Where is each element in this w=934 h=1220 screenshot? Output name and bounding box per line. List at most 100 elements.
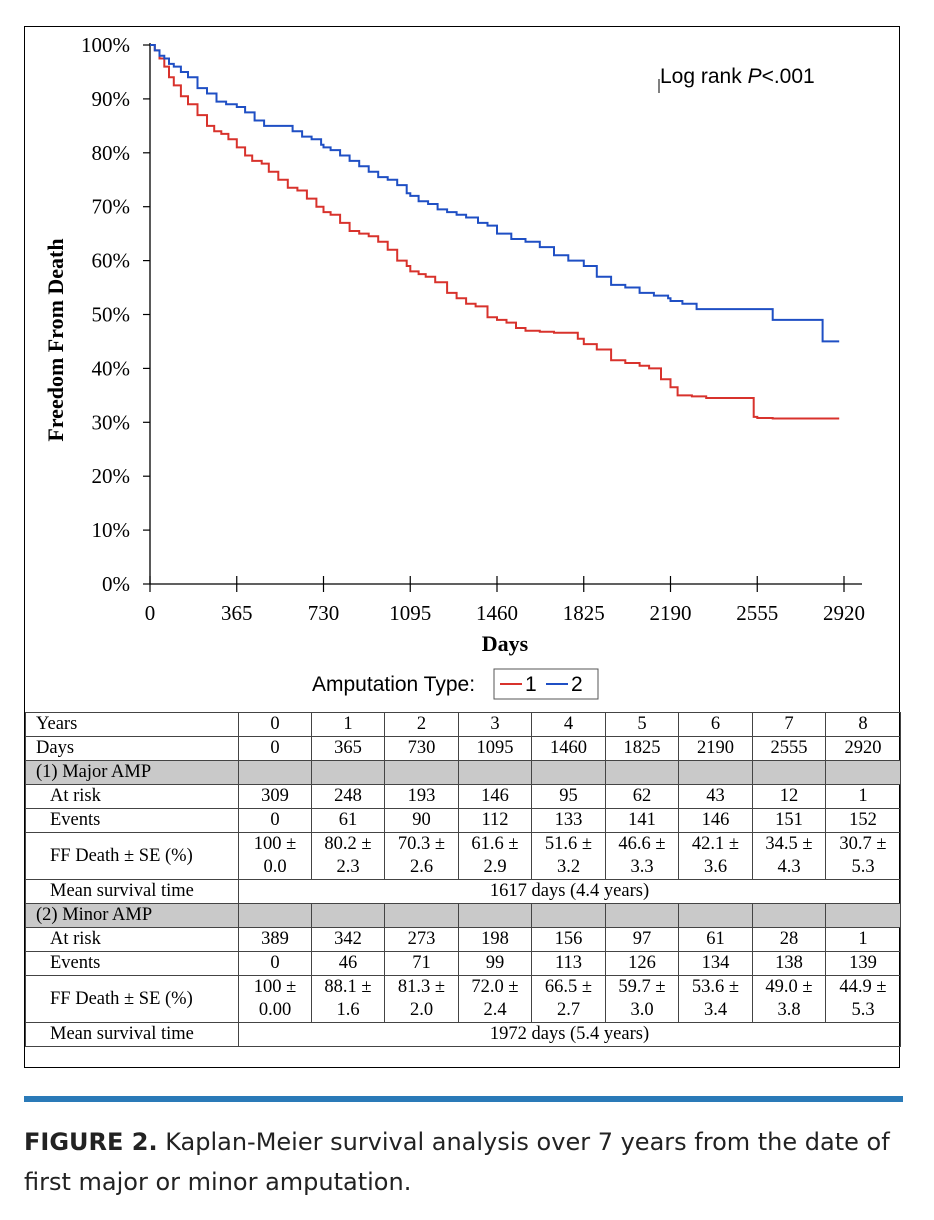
legend: Amputation Type: 1 2 bbox=[312, 668, 599, 700]
table-cell: 309 bbox=[238, 784, 312, 809]
mean-survival-row: Mean survival time 1617 days (4.4 years) bbox=[25, 879, 901, 904]
x-tick-label: 365 bbox=[221, 601, 253, 625]
table-cell: 95 bbox=[531, 784, 606, 809]
table-cell: 248 bbox=[311, 784, 385, 809]
table-cell: 53.6 ± 3.4 bbox=[678, 975, 753, 1023]
table-cell: 146 bbox=[458, 784, 532, 809]
x-tick-label: 1095 bbox=[389, 601, 431, 625]
risk-table: Years 0 1 2 3 4 5 6 7 8 Days 0 365 730 1095 1460 1825 219… bbox=[25, 712, 901, 1047]
table-cell: 90 bbox=[384, 808, 459, 833]
table-cell: 1460 bbox=[531, 736, 606, 761]
table-cell: 71 bbox=[384, 951, 459, 976]
table-cell: 2555 bbox=[752, 736, 826, 761]
ff-se: 5.3 bbox=[851, 1000, 875, 1020]
table-cell: 4 bbox=[531, 712, 606, 737]
table-cell bbox=[752, 903, 826, 928]
km-chart: 0% 10% 20% 30% 40% 50% 60% 70% 80% 90% 100% 0 365 730… bbox=[43, 33, 865, 700]
axes: 0% 10% 20% 30% 40% 50% 60% 70% 80% 90% 100% 0 365 730… bbox=[81, 33, 865, 625]
legend-entry-2: 2 bbox=[571, 673, 583, 696]
ff-se: 2.3 bbox=[336, 857, 360, 877]
table-cell bbox=[752, 760, 826, 785]
table-cell: 152 bbox=[825, 808, 901, 833]
table-cell: 62 bbox=[605, 784, 679, 809]
ff-value: 100 ± bbox=[253, 977, 297, 997]
table-cell: 273 bbox=[384, 927, 459, 952]
events-row: Events 0 46 71 99 113 126 134 138 139 bbox=[25, 951, 901, 976]
ff-value: 80.2 ± bbox=[324, 834, 372, 854]
row-label: At risk bbox=[25, 927, 239, 952]
table-cell: 59.7 ± 3.0 bbox=[605, 975, 679, 1023]
table-cell bbox=[458, 760, 532, 785]
x-axis-title: Days bbox=[482, 631, 529, 656]
ff-se: 3.8 bbox=[777, 1000, 801, 1020]
ff-value: 88.1 ± bbox=[324, 977, 372, 997]
table-cell: 70.3 ± 2.6 bbox=[384, 832, 459, 880]
ff-se: 3.6 bbox=[703, 857, 728, 877]
table-cell: 730 bbox=[384, 736, 459, 761]
annotation-italic: P bbox=[748, 65, 762, 88]
table-cell bbox=[605, 903, 679, 928]
y-tick-label: 50% bbox=[92, 303, 131, 327]
caption-text: Kaplan-Meier survival analysis over 7 ye… bbox=[24, 1128, 890, 1196]
ff-value: 34.5 ± bbox=[765, 834, 813, 854]
legend-title: Amputation Type: bbox=[312, 673, 475, 696]
table-cell: 7 bbox=[752, 712, 826, 737]
table-cell: 3 bbox=[458, 712, 532, 737]
table-cell: 66.5 ± 2.7 bbox=[531, 975, 606, 1023]
x-tick-label: 0 bbox=[145, 601, 156, 625]
table-cell: 30.7 ± 5.3 bbox=[825, 832, 901, 880]
table-cell: 139 bbox=[825, 951, 901, 976]
ff-se: 3.0 bbox=[630, 1000, 654, 1020]
table-cell: 44.9 ± 5.3 bbox=[825, 975, 901, 1023]
ff-se: 2.9 bbox=[483, 857, 507, 877]
table-cell: 1095 bbox=[458, 736, 532, 761]
days-row: Days 0 365 730 1095 1460 1825 2190 2555 2920 bbox=[25, 736, 901, 761]
table-cell: 34.5 ± 4.3 bbox=[752, 832, 826, 880]
table-cell bbox=[458, 903, 532, 928]
ff-se: 2.0 bbox=[409, 1000, 434, 1020]
ff-se: 2.6 bbox=[409, 857, 434, 877]
mean-survival-value: 1972 days (5.4 years) bbox=[238, 1022, 901, 1047]
table-cell: 61.6 ± 2.9 bbox=[458, 832, 532, 880]
table-cell: 46.6 ± 3.3 bbox=[605, 832, 679, 880]
table-cell: 389 bbox=[238, 927, 312, 952]
table-cell bbox=[384, 760, 459, 785]
ff-value: 70.3 ± bbox=[397, 834, 446, 854]
figure-caption: FIGURE 2. Kaplan-Meier survival analysis… bbox=[24, 1122, 914, 1202]
table-cell: 134 bbox=[678, 951, 753, 976]
figure-frame bbox=[24, 26, 900, 1068]
table-cell: 80.2 ± 2.3 bbox=[311, 832, 385, 880]
at-risk-row: At risk 309 248 193 146 95 62 43 12 1 bbox=[25, 784, 901, 809]
table-cell: 1825 bbox=[605, 736, 679, 761]
table-cell: 126 bbox=[605, 951, 679, 976]
row-label: At risk bbox=[25, 784, 239, 809]
table-cell: 88.1 ± 1.6 bbox=[311, 975, 385, 1023]
table-cell: 2920 bbox=[825, 736, 901, 761]
series-layer bbox=[150, 44, 840, 420]
ff-se: 4.3 bbox=[777, 857, 801, 877]
x-tick-label: 2190 bbox=[650, 601, 692, 625]
ff-se: 3.3 bbox=[630, 857, 654, 877]
table-cell: 342 bbox=[311, 927, 385, 952]
ff-value: 46.6 ± bbox=[618, 834, 666, 854]
table-cell: 12 bbox=[752, 784, 826, 809]
x-tick-label: 1460 bbox=[476, 601, 518, 625]
mean-survival-row: Mean survival time 1972 days (5.4 years) bbox=[25, 1022, 901, 1047]
table-cell: 1 bbox=[825, 927, 901, 952]
table-cell: 113 bbox=[531, 951, 606, 976]
y-tick-label: 90% bbox=[92, 87, 131, 111]
series-line-2 bbox=[150, 44, 840, 343]
y-axis-title: Freedom From Death bbox=[43, 238, 68, 441]
table-cell bbox=[531, 903, 606, 928]
table-cell: 112 bbox=[458, 808, 532, 833]
y-tick-label: 30% bbox=[92, 410, 131, 434]
ff-se: 3.4 bbox=[703, 1000, 728, 1020]
table-cell bbox=[678, 903, 753, 928]
table-cell: 97 bbox=[605, 927, 679, 952]
y-tick-label: 40% bbox=[92, 356, 131, 380]
table-cell: 151 bbox=[752, 808, 826, 833]
ff-value: 72.0 ± bbox=[471, 977, 519, 997]
x-tick-label: 1825 bbox=[563, 601, 605, 625]
table-cell: 133 bbox=[531, 808, 606, 833]
ff-value: 53.6 ± bbox=[691, 977, 740, 997]
